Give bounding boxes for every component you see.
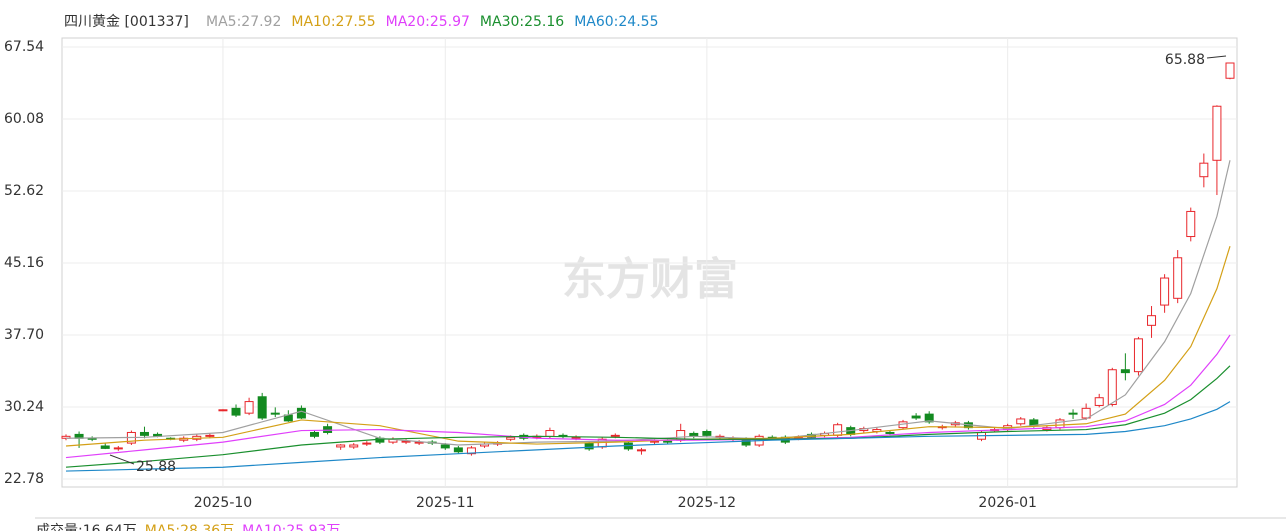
candle-body [1199, 162, 1209, 178]
candle-body [466, 447, 476, 455]
candle-body [231, 407, 241, 416]
candle-body [139, 431, 149, 436]
ma-line [65, 365, 1231, 468]
y-tick-label: 52.62 [4, 183, 44, 199]
candle-body [1212, 105, 1222, 161]
candle-body [636, 449, 646, 452]
candle-body [323, 426, 333, 433]
candle-body [610, 434, 620, 437]
candle-body [309, 431, 319, 437]
candle-body [205, 434, 215, 437]
watermark: 东方财富 [562, 254, 738, 305]
min-label: 25.88 [136, 459, 176, 475]
candle-body [911, 415, 921, 419]
candle-body [440, 444, 450, 449]
candle-body [506, 436, 516, 440]
candle-body [1160, 277, 1170, 306]
candle-body [1068, 412, 1078, 415]
candle-body [113, 447, 123, 450]
candle-body [924, 413, 934, 423]
y-tick-label: 22.78 [4, 471, 44, 487]
candle-body [296, 407, 306, 419]
candle-body [1055, 419, 1065, 429]
volume-legend: 成交量:16.64万 [36, 522, 137, 531]
legend-entry: MA30:25.16 [480, 14, 564, 30]
candle-body [663, 440, 673, 443]
candle-body [270, 412, 280, 415]
y-tick-label: 45.16 [4, 255, 44, 271]
candle-body [885, 431, 895, 434]
x-tick-label: 2025-11 [416, 495, 475, 511]
candle-body [1094, 397, 1104, 406]
candle-body [833, 424, 843, 436]
legend-entry: MA5:27.92 [206, 14, 281, 30]
legend-entry: MA10:27.55 [291, 14, 375, 30]
candle-body [1107, 369, 1117, 405]
candle-body [584, 442, 594, 450]
y-tick-label: 30.24 [4, 399, 44, 415]
candle-body [702, 431, 712, 436]
chart-title: 四川黄金 [001337] [64, 13, 189, 30]
candle-body [1120, 369, 1130, 374]
volume-legend: MA10:25.93万 [242, 523, 340, 531]
legend-entry: MA60:24.55 [574, 14, 658, 30]
min-pointer [109, 454, 135, 465]
ma-line [65, 246, 1231, 447]
candle-body [545, 430, 555, 437]
candle-body [349, 444, 359, 448]
candle-body [218, 409, 228, 412]
candle-body [1016, 418, 1026, 425]
candle-body [100, 445, 110, 449]
max-pointer [1206, 55, 1227, 59]
candle-body [453, 447, 463, 453]
x-tick-label: 2026-01 [978, 495, 1037, 511]
candle-body [336, 444, 346, 448]
candle-body [1133, 338, 1143, 373]
candle-body [401, 440, 411, 443]
candle-body [257, 396, 267, 419]
x-tick-label: 2025-10 [194, 495, 253, 511]
legend-entry: MA20:25.97 [386, 14, 470, 30]
volume-legend: MA5:28.36万 [145, 523, 234, 531]
max-label: 65.88 [1165, 52, 1205, 68]
candle-body [1225, 62, 1235, 79]
candle-body [1081, 407, 1091, 419]
y-tick-label: 37.70 [4, 327, 44, 343]
x-tick-label: 2025-12 [678, 495, 737, 511]
candle-body [244, 401, 254, 414]
candle-body [1173, 257, 1183, 299]
y-tick-label: 60.08 [4, 111, 44, 127]
candle-body [1186, 210, 1196, 238]
ma-line [65, 401, 1231, 472]
y-tick-label: 67.54 [4, 39, 44, 55]
candle-body [362, 442, 372, 445]
candle-body [1147, 315, 1157, 326]
